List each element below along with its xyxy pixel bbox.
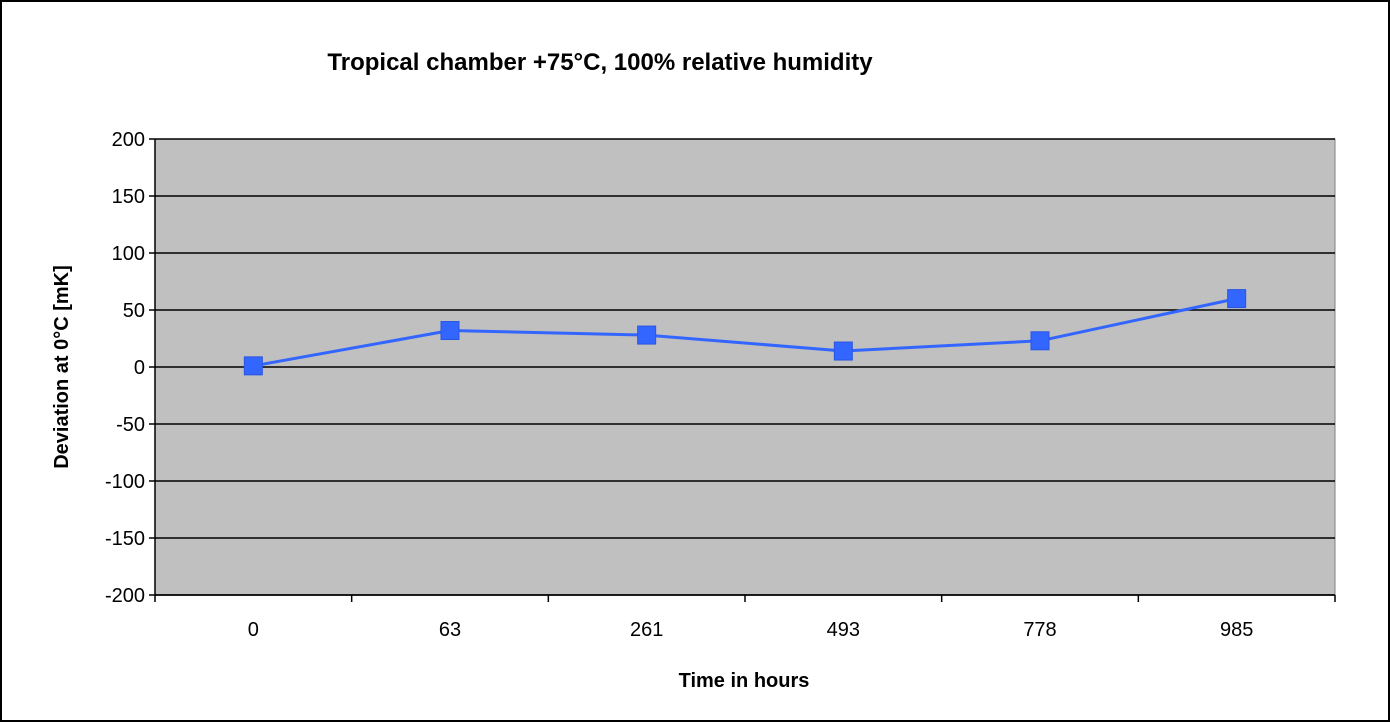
x-tick-label: 63 <box>439 619 461 641</box>
y-tick-label: 150 <box>112 186 145 208</box>
chart-title: Tropical chamber +75°C, 100% relative hu… <box>327 49 873 76</box>
y-tick-label: 100 <box>112 243 145 265</box>
y-axis-title: Deviation at 0°C [mK] <box>51 265 73 469</box>
x-axis-title: Time in hours <box>679 670 810 692</box>
y-tick-label: -50 <box>116 414 145 436</box>
data-point-marker <box>833 341 853 361</box>
x-tick-label: 261 <box>630 619 663 641</box>
y-tick-label: 50 <box>123 300 145 322</box>
y-tick-label: -150 <box>105 528 145 550</box>
data-point-marker <box>1227 289 1247 309</box>
x-tick-label: 493 <box>827 619 860 641</box>
y-tick-label: -200 <box>105 585 145 607</box>
x-axis: 0 63 261 493 778 985 <box>154 594 1336 641</box>
series-group <box>243 289 1247 376</box>
y-tick-label: 0 <box>134 357 145 379</box>
data-point-marker <box>243 356 263 376</box>
x-tick-label: 0 <box>248 619 259 641</box>
y-tick-label: -100 <box>105 471 145 493</box>
x-tick-label: 985 <box>1220 619 1253 641</box>
y-axis: 200 150 100 50 0 -50 -100 -150 -200 <box>105 129 156 607</box>
x-tick-label: 778 <box>1023 619 1056 641</box>
data-point-marker <box>637 325 657 345</box>
data-point-marker <box>440 321 460 341</box>
y-tick-label: 200 <box>112 129 145 151</box>
series-line <box>253 297 1237 368</box>
data-point-marker <box>1030 331 1050 351</box>
